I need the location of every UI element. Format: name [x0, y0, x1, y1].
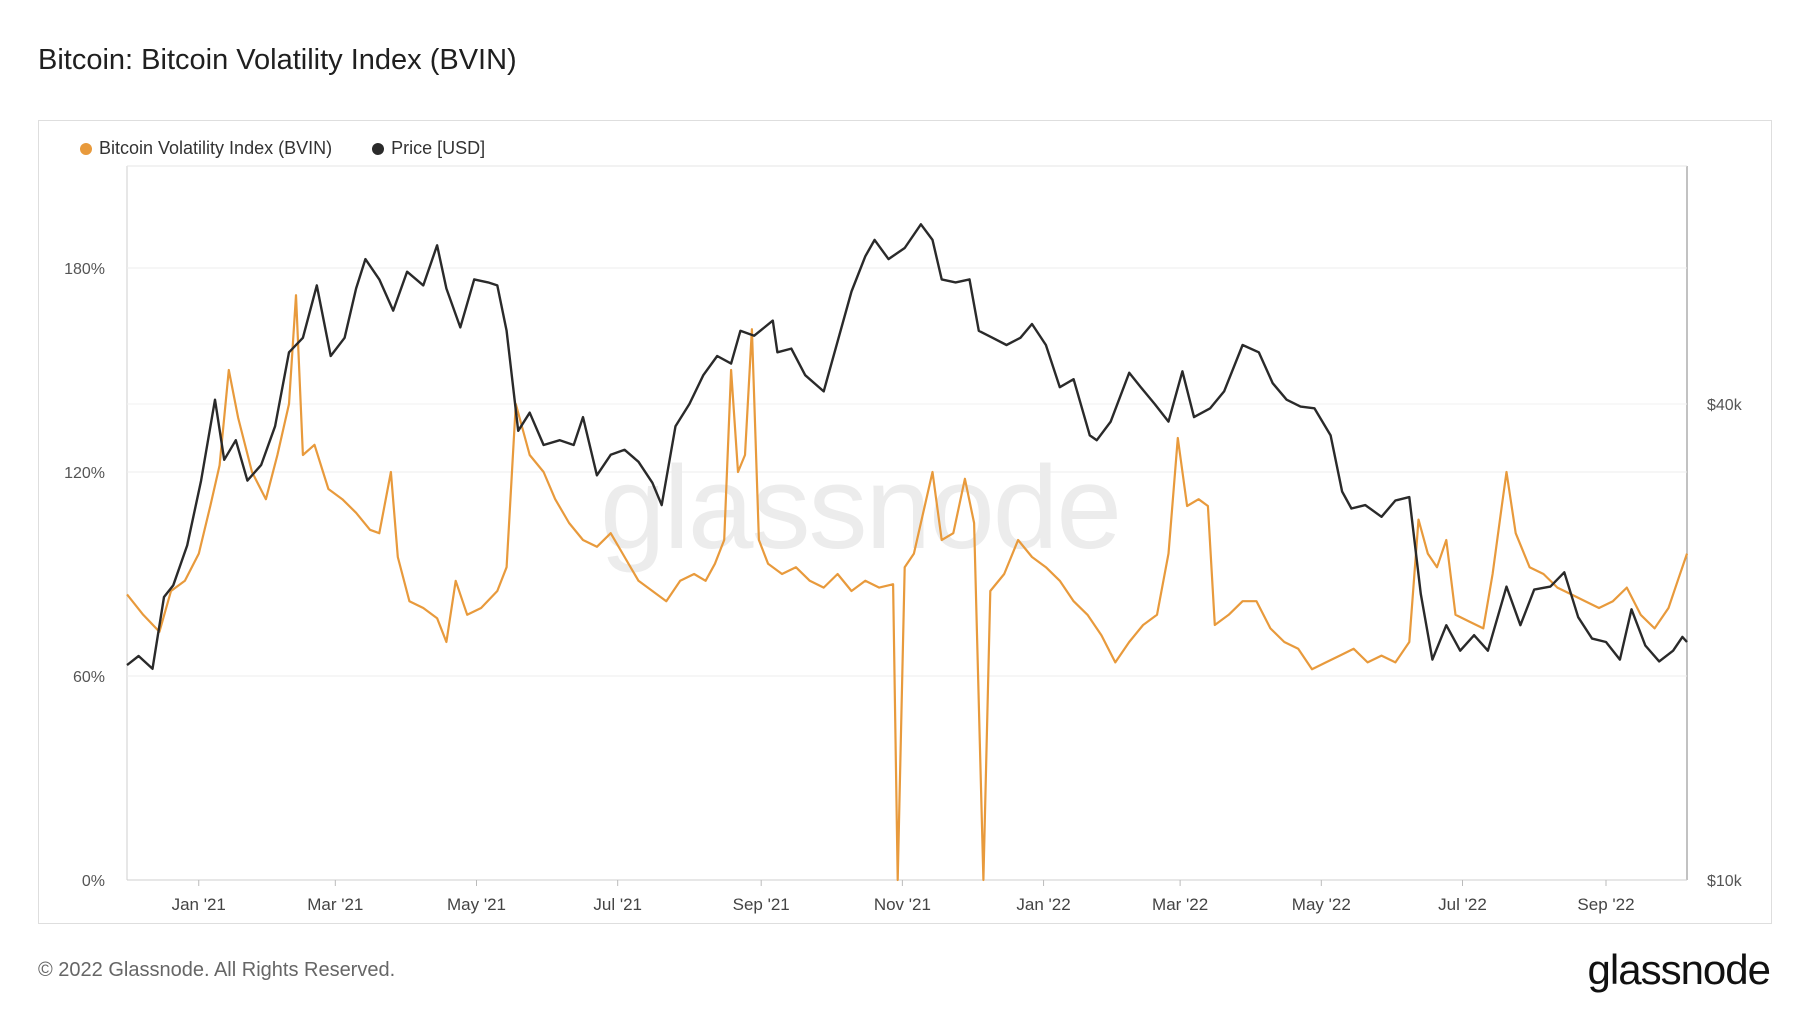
x-tick-label: May '21 — [447, 895, 506, 914]
series-line-bvin — [126, 294, 1689, 882]
x-tick-label: Mar '21 — [307, 895, 363, 914]
legend-label-price: Price [USD] — [391, 138, 486, 158]
x-tick-label: Jan '21 — [172, 895, 226, 914]
x-tick-label: Jul '22 — [1438, 895, 1487, 914]
x-tick-label: Mar '22 — [1152, 895, 1208, 914]
legend-dot-bvin — [80, 142, 92, 155]
watermark: glassnode — [600, 442, 1122, 574]
legend-item-bvin[interactable]: Bitcoin Volatility Index (BVIN) — [80, 138, 332, 159]
page-title: Bitcoin: Bitcoin Volatility Index (BVIN) — [38, 44, 517, 76]
legend-label-bvin: Bitcoin Volatility Index (BVIN) — [99, 138, 333, 158]
x-tick-label: Jul '21 — [593, 895, 642, 914]
y-right-tick-label: $10k — [1707, 873, 1743, 890]
y-left-tick-label: 120% — [64, 465, 105, 482]
x-tick-label: Nov '21 — [874, 895, 931, 914]
y-left-tick-label: 0% — [82, 873, 105, 890]
x-tick-label: May '22 — [1292, 895, 1351, 914]
glassnode-logo[interactable]: glassnode — [1587, 946, 1771, 993]
x-tick-label: Jan '22 — [1016, 895, 1070, 914]
y-left-tick-label: 60% — [73, 669, 105, 686]
copyright-footer: © 2022 Glassnode. All Rights Reserved. — [38, 959, 396, 981]
legend: Bitcoin Volatility Index (BVIN) Price [U… — [80, 138, 485, 159]
y-right-tick-label: $40k — [1707, 397, 1743, 414]
y-left-tick-label: 180% — [64, 261, 105, 278]
chart-panel — [38, 120, 1772, 924]
x-tick-label: Sep '21 — [733, 895, 790, 914]
series-line-price — [126, 223, 1688, 670]
legend-item-price[interactable]: Price [USD] — [372, 138, 485, 159]
legend-dot-price — [372, 142, 385, 155]
x-tick-label: Sep '22 — [1577, 895, 1634, 914]
